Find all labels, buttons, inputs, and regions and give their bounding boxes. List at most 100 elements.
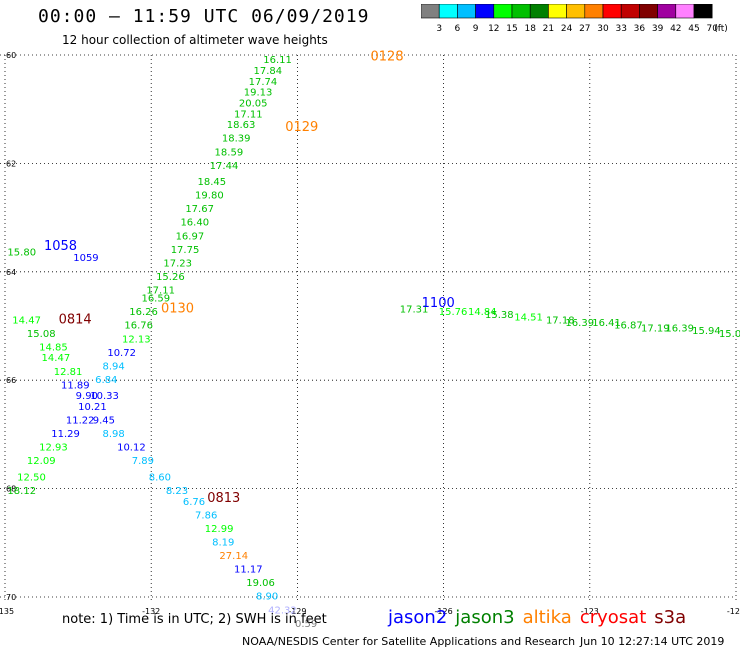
swh-reading: 16.39 <box>565 318 594 329</box>
scale-label: 36 <box>634 24 646 34</box>
swh-reading: 27.14 <box>219 551 248 562</box>
swh-reading: 1059 <box>73 253 98 264</box>
track-0129: 0129 <box>285 120 318 135</box>
swh-reading: 14.51 <box>514 313 543 324</box>
pass-time-label: 1100 <box>422 296 455 311</box>
swh-reading: 16.11 <box>263 55 292 66</box>
scale-label: 21 <box>543 24 554 34</box>
track-0813: 6.76 7.86 12.99 8.19 27.14 11.17 19.06 8.90 42.3… <box>183 491 317 630</box>
swh-reading: 18.59 <box>215 147 244 158</box>
swh-reading: 16.39 <box>665 323 694 334</box>
scale-label: 45 <box>688 24 699 34</box>
swh-reading: 17.74 <box>249 77 278 88</box>
swh-reading: 42.32 <box>268 605 297 616</box>
swh-reading: 16.40 <box>180 218 209 229</box>
lon-tick-label: -120 <box>727 607 740 616</box>
swh-reading: 16.97 <box>176 231 205 242</box>
swh-reading: 20.05 <box>239 98 268 109</box>
scale-unit: (ft) <box>714 24 728 34</box>
scale-label: 70 <box>706 24 718 34</box>
swh-reading: 8.94 <box>102 361 124 372</box>
lon-tick-label: -135 <box>0 607 14 616</box>
swh-reading: 7.86 <box>195 510 217 521</box>
swh-reading: 17.84 <box>254 66 283 77</box>
swh-reading: 12.13 <box>122 334 151 345</box>
swh-reading: 8.19 <box>212 538 234 549</box>
swh-reading: 16.87 <box>614 321 643 332</box>
swh-reading: 10.33 <box>90 391 119 402</box>
swh-reading: 19.13 <box>244 88 273 99</box>
swh-reading: 15.38 <box>485 310 514 321</box>
swh-reading: 14.47 <box>42 353 71 364</box>
lon-tick-label: -132 <box>142 607 160 616</box>
swh-reading: 12.81 <box>54 367 83 378</box>
scale-swatch <box>693 4 713 19</box>
satellite-s3a: s3a <box>654 607 687 628</box>
wave-height-color-scale: 3 6 9 12 15 18 21 24 27 30 33 36 39 42 45 70(ft) <box>421 4 728 34</box>
lon-tick-label: -129 <box>288 607 306 616</box>
swh-reading: 11.22 <box>66 416 95 427</box>
swh-reading: 9.90 <box>76 391 98 402</box>
swh-reading: 8.90 <box>256 592 278 603</box>
page-title: 00:00 – 11:59 UTC 06/09/2019 <box>38 6 370 27</box>
page-subtitle: 12 hour collection of altimeter wave hei… <box>62 33 328 47</box>
swh-reading: 17.75 <box>171 245 200 256</box>
pass-time-label: 0128 <box>371 49 404 64</box>
scale-label: 18 <box>524 24 536 34</box>
swh-reading: 6.84 <box>95 375 117 386</box>
swh-reading: 15.08 <box>27 329 56 340</box>
swh-reading: 18.39 <box>222 134 251 145</box>
scale-label: 15 <box>506 24 517 34</box>
scale-label: 3 <box>436 24 442 34</box>
track-0814: 14.4715.0814.8514.4712.8111.899.9010.331… <box>7 312 188 497</box>
pass-time-label: 1058 <box>44 239 77 254</box>
swh-reading: 15.26 <box>156 272 185 283</box>
swh-reading: 16.26 <box>129 307 158 318</box>
swh-reading: 14.47 <box>12 315 41 326</box>
scale-label: 12 <box>488 24 499 34</box>
swh-reading: 12.50 <box>17 472 46 483</box>
track-0128: 16.1117.8417.7419.1320.0517.1118.6318.39… <box>95 49 403 385</box>
lat-tick-label: 70 <box>6 593 16 602</box>
swh-reading: 17.19 <box>641 323 670 334</box>
satellite-cryosat: cryosat <box>579 607 647 628</box>
swh-reading: 18.12 <box>7 486 36 497</box>
swh-reading: 18.45 <box>197 177 226 188</box>
track-0130: 0130 <box>161 301 194 316</box>
swh-reading: 17.67 <box>185 204 214 215</box>
swh-reading: 19.80 <box>195 191 224 202</box>
pass-time-label: 0129 <box>285 120 318 135</box>
swh-reading: 15.76 <box>439 307 468 318</box>
swh-reading: 12.09 <box>27 456 56 467</box>
swh-reading: 19.06 <box>246 578 275 589</box>
swh-reading: 15.94 <box>692 326 721 337</box>
swh-reading: 11.17 <box>234 565 263 576</box>
swh-reading: 8.98 <box>102 429 124 440</box>
swh-reading: 17.44 <box>210 161 239 172</box>
swh-reading: 17.11 <box>146 285 175 296</box>
swh-reading: 6.76 <box>183 497 205 508</box>
pass-time-label: 0130 <box>161 301 194 316</box>
lat-tick-label: 62 <box>6 159 16 168</box>
scale-label: 30 <box>597 24 609 34</box>
swh-reading: 17.23 <box>163 258 192 269</box>
swh-reading: 10.21 <box>78 402 107 413</box>
credit-text: NOAA/NESDIS Center for Satellite Applica… <box>242 635 576 648</box>
swh-reading: 14.85 <box>39 342 68 353</box>
swh-reading: 10.72 <box>107 348 136 359</box>
swh-reading: 7.89 <box>132 456 154 467</box>
lat-tick-label: 64 <box>6 268 16 277</box>
swh-reading: 12.93 <box>39 443 68 454</box>
swh-reading: 15.03 <box>719 329 740 340</box>
pass-time-label: 0813 <box>207 491 240 506</box>
swh-reading: 11.89 <box>61 380 90 391</box>
swh-reading: 12.99 <box>205 524 234 535</box>
swh-reading: 9.45 <box>93 416 115 427</box>
lon-tick-label: -126 <box>435 607 453 616</box>
scale-label: 27 <box>579 24 590 34</box>
satellite-altika: altika <box>522 607 572 628</box>
lat-tick-label: 60 <box>6 51 16 60</box>
swh-reading: 16.76 <box>124 321 153 332</box>
